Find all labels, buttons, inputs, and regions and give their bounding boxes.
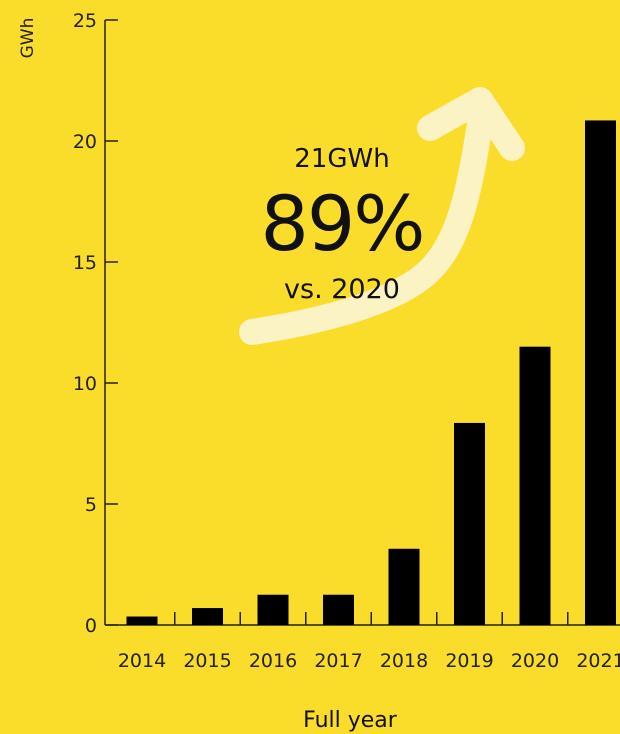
bar-2017 bbox=[323, 594, 354, 625]
bar-2020 bbox=[519, 346, 551, 625]
bar-2016 bbox=[257, 594, 289, 625]
x-tick-label: 2017 bbox=[314, 650, 362, 672]
growth-arrow-icon bbox=[239, 87, 525, 345]
y-tick-label: 5 bbox=[85, 494, 97, 516]
x-tick-label: 2018 bbox=[380, 650, 428, 672]
y-tick-label: 25 bbox=[73, 10, 97, 32]
y-tick-label: 0 bbox=[85, 615, 97, 637]
annotation-value: 21GWh bbox=[294, 144, 389, 174]
annotation-growth: 89% bbox=[261, 179, 424, 268]
x-tick-label: 2020 bbox=[511, 650, 559, 672]
x-tick-label: 2019 bbox=[445, 650, 493, 672]
y-axis: 0 5 10 15 20 25 bbox=[73, 10, 118, 637]
x-tick-label: 2014 bbox=[118, 650, 166, 672]
x-tick-label: 2021 bbox=[576, 650, 620, 672]
bar-2015 bbox=[192, 608, 223, 625]
y-tick-label: 15 bbox=[73, 252, 97, 274]
bar-2018 bbox=[388, 548, 420, 625]
y-axis-label: GWh bbox=[18, 18, 38, 59]
annotation-comparison: vs. 2020 bbox=[284, 274, 400, 305]
bars bbox=[126, 120, 616, 626]
x-tick-label: 2016 bbox=[249, 650, 297, 672]
x-axis: 2014 2015 2016 2017 2018 2019 2020 2021 bbox=[105, 612, 620, 672]
x-axis-label: Full year bbox=[303, 708, 398, 733]
bar-2021 bbox=[585, 120, 616, 626]
bar-2014 bbox=[126, 616, 158, 625]
y-tick-label: 20 bbox=[73, 131, 97, 153]
x-tick-label: 2015 bbox=[183, 650, 231, 672]
y-tick-label: 10 bbox=[73, 373, 97, 395]
bar-2019 bbox=[454, 422, 485, 625]
